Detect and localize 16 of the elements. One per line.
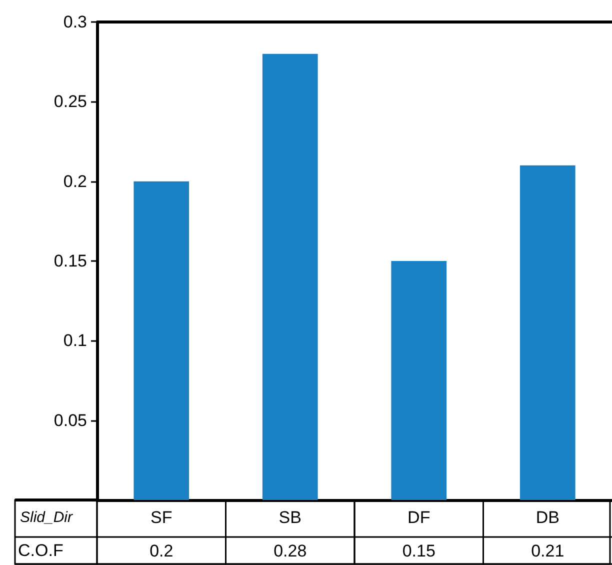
y-axis-title: C.O.F	[18, 541, 64, 560]
data-label: 0.2	[150, 542, 174, 560]
x-tick-label: SF	[150, 508, 172, 527]
y-tick-label: 0.05	[54, 410, 87, 430]
data-label: 0.15	[402, 542, 436, 560]
data-label: 0.28	[274, 542, 307, 560]
x-tick-label: DF	[408, 508, 430, 527]
data-label: 0.21	[531, 542, 564, 560]
y-tick-label: 0.1	[63, 331, 87, 350]
y-tick-label: 0.3	[63, 12, 87, 32]
x-tick-label: SB	[278, 508, 302, 527]
x-axis-title: Slid_Dir	[20, 509, 74, 526]
y-tick-label: 0.15	[54, 252, 87, 270]
x-tick-label: DB	[536, 508, 560, 527]
y-tick-label: 0.25	[54, 92, 87, 112]
y-tick-label: 0.2	[63, 172, 87, 191]
